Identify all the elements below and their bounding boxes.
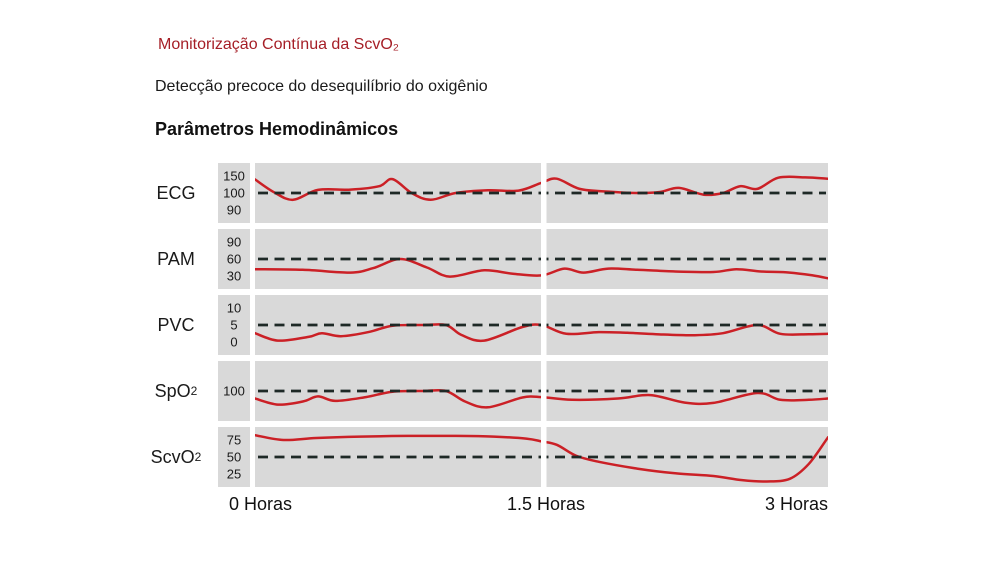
trend-chart — [255, 163, 828, 223]
y-axis-ticks: 90 60 30 — [218, 229, 250, 289]
figure-subtitle: Detecção precoce do desequilíbrio do oxi… — [155, 78, 488, 95]
y-axis-ticks: 150 100 90 — [218, 163, 250, 223]
parameter-label: ScvO 2 — [140, 427, 212, 487]
trend-chart — [255, 229, 828, 289]
x-axis: 0 Horas 1.5 Horas 3 Horas — [0, 494, 998, 518]
parameter-name: ECG — [156, 182, 196, 203]
parameter-label: ECG — [140, 163, 212, 223]
y-tick-mid: 5 — [230, 317, 238, 333]
parameter-row: PVC 10 5 0 — [140, 295, 828, 355]
y-axis-ticks: 100 — [218, 361, 250, 421]
y-axis-ticks: 75 50 25 — [218, 427, 250, 487]
section-heading: Parâmetros Hemodinâmicos — [155, 119, 399, 139]
parameter-name: PAM — [157, 248, 195, 269]
y-tick-bottom: 25 — [226, 466, 242, 482]
y-tick-bottom: 90 — [226, 202, 242, 218]
parameter-subscript: 2 — [190, 384, 198, 398]
trend-chart — [255, 427, 828, 487]
parameter-label: PAM — [140, 229, 212, 289]
parameter-row: ScvO 2 75 50 25 — [140, 427, 828, 487]
parameter-name: ScvO — [150, 446, 195, 467]
y-axis-ticks: 10 5 0 — [218, 295, 250, 355]
y-tick-mid: 60 — [226, 251, 242, 267]
parameter-row: SpO 2 100 — [140, 361, 828, 421]
y-tick-bottom: 0 — [230, 334, 238, 350]
parameter-name: SpO — [154, 380, 191, 401]
y-tick-bottom: 30 — [226, 268, 242, 284]
y-tick-mid: 100 — [223, 185, 245, 201]
parameter-label: SpO 2 — [140, 361, 212, 421]
x-axis-label-1-5h: 1.5 Horas — [506, 494, 586, 514]
figure-title: Monitorização Contínua da ScvO₂ — [158, 36, 399, 53]
charts-area: ECG 150 100 90 PAM 90 60 30 PVC 10 5 0 S… — [140, 163, 828, 493]
parameter-label: PVC — [140, 295, 212, 355]
parameter-subscript: 2 — [194, 450, 202, 464]
trend-chart — [255, 295, 828, 355]
parameter-row: PAM 90 60 30 — [140, 229, 828, 289]
y-tick-top: 75 — [226, 432, 242, 448]
x-axis-label-0h: 0 Horas — [229, 494, 293, 514]
parameter-name: PVC — [157, 314, 195, 335]
y-tick-mid: 100 — [223, 383, 245, 399]
y-tick-top: 10 — [226, 300, 242, 316]
x-axis-label-3h: 3 Horas — [764, 494, 828, 514]
y-tick-top: 90 — [226, 234, 242, 250]
trend-chart — [255, 361, 828, 421]
y-tick-top: 150 — [223, 168, 245, 184]
y-tick-mid: 50 — [226, 449, 242, 465]
parameter-row: ECG 150 100 90 — [140, 163, 828, 223]
